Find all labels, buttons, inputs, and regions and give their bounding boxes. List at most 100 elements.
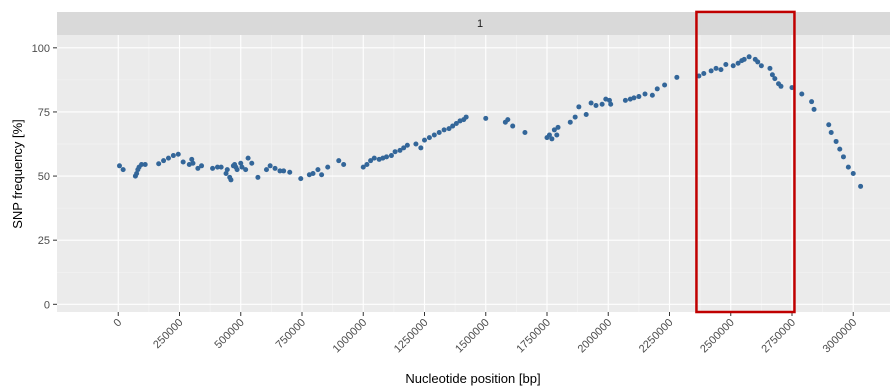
data-point (446, 126, 452, 132)
data-point (450, 123, 456, 129)
data-point (165, 155, 171, 161)
data-point (223, 171, 229, 176)
data-point (505, 117, 511, 123)
data-point (510, 123, 516, 129)
data-point (336, 158, 342, 164)
data-point (708, 68, 714, 74)
data-point (310, 171, 316, 176)
data-point (735, 60, 741, 66)
data-point (567, 119, 573, 125)
data-point (214, 164, 220, 170)
data-point (858, 183, 864, 189)
data-point (453, 120, 459, 126)
data-point (837, 146, 843, 152)
data-point (826, 122, 832, 128)
data-point (622, 97, 628, 103)
data-point (606, 97, 612, 103)
data-point (319, 172, 325, 178)
data-point (809, 99, 815, 105)
data-point (413, 141, 419, 147)
data-point (120, 167, 126, 173)
data-point (850, 171, 856, 176)
data-point (228, 177, 234, 183)
data-point (608, 101, 614, 107)
data-point (593, 103, 599, 109)
data-point (234, 167, 240, 173)
y-tick-label: 75 (38, 107, 50, 119)
data-point (546, 132, 552, 138)
data-point (239, 164, 245, 170)
data-point (649, 92, 655, 98)
data-point (180, 159, 186, 165)
data-point (636, 94, 642, 100)
x-tick-label: 250000 (151, 317, 185, 351)
data-point (255, 174, 261, 180)
data-point (758, 63, 764, 69)
data-point (325, 164, 331, 170)
data-point (767, 65, 773, 71)
x-axis-ticks: 0 250000 500000 750000 1000000 1250000 1500000… (112, 312, 860, 356)
highlight-box (695, 10, 796, 314)
data-point (392, 149, 398, 155)
data-point (422, 137, 427, 143)
data-point (238, 160, 244, 166)
data-points (116, 54, 864, 189)
y-axis-ticks: 0 25 50 75 100 (32, 43, 57, 311)
data-point (368, 158, 374, 164)
data-point (723, 61, 729, 67)
data-point (483, 115, 489, 121)
panel-background (57, 35, 890, 312)
facet-strip-label: 1 (477, 18, 483, 30)
data-point (522, 129, 528, 135)
data-point (360, 164, 366, 170)
x-tick-label: 1000000 (331, 317, 370, 356)
data-point (210, 165, 216, 171)
y-tick-label: 0 (44, 299, 50, 311)
data-point (799, 91, 805, 97)
data-point (134, 171, 140, 176)
data-point (189, 156, 195, 162)
data-point (388, 153, 394, 159)
data-point (404, 142, 410, 148)
data-point (746, 54, 752, 60)
data-point (463, 114, 469, 120)
x-tick-label: 0 (112, 317, 125, 330)
data-point (769, 72, 775, 78)
x-tick-label: 3000000 (821, 317, 860, 356)
data-point (371, 155, 377, 161)
x-tick-label: 2250000 (637, 317, 676, 356)
data-point (555, 124, 561, 130)
data-point (218, 164, 224, 170)
data-point (161, 158, 167, 164)
x-tick-label: 1750000 (514, 317, 553, 356)
x-tick-label: 2500000 (698, 317, 737, 356)
data-point (436, 129, 442, 135)
data-point (175, 151, 181, 157)
data-point (840, 154, 846, 160)
data-point (554, 132, 560, 138)
data-point (811, 106, 817, 112)
data-point (263, 167, 269, 173)
data-point (116, 163, 122, 169)
x-tick-label: 1500000 (453, 317, 492, 356)
x-tick-label: 500000 (212, 317, 246, 351)
data-point (397, 147, 403, 153)
data-point (249, 160, 255, 166)
data-point (315, 167, 321, 173)
data-point (718, 67, 724, 73)
data-point (642, 91, 648, 97)
data-point (298, 176, 304, 182)
y-tick-label: 100 (32, 43, 50, 55)
data-point (654, 86, 660, 92)
data-point (267, 163, 273, 169)
data-point (713, 65, 719, 71)
x-tick-label: 1250000 (392, 317, 431, 356)
x-tick-label: 2750000 (759, 317, 798, 356)
data-point (828, 129, 834, 135)
data-point (364, 162, 370, 168)
data-point (588, 100, 594, 106)
data-point (341, 162, 347, 168)
data-point (170, 153, 176, 159)
data-point (243, 167, 249, 173)
